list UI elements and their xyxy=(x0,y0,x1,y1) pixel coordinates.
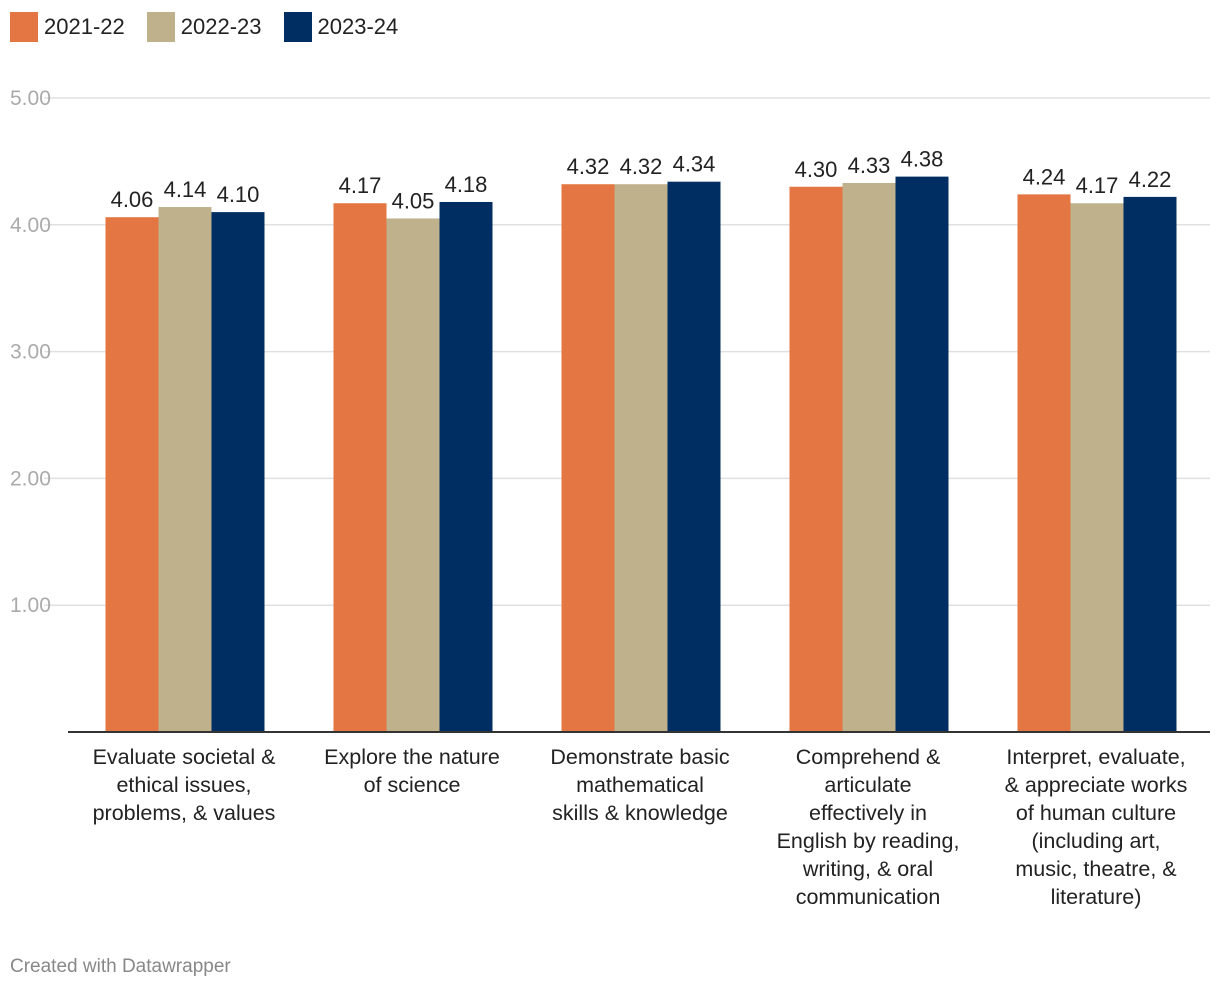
bar xyxy=(614,184,668,732)
bar xyxy=(1017,194,1071,733)
bar xyxy=(789,186,843,732)
data-label: 4.17 xyxy=(1076,173,1119,198)
legend-label-2023-24: 2023-24 xyxy=(317,14,399,39)
bar xyxy=(386,218,440,732)
data-label: 4.34 xyxy=(673,152,716,177)
data-label: 4.24 xyxy=(1023,164,1066,189)
x-tick-label: Comprehend & articulate effectively in Engl… xyxy=(777,745,960,909)
y-tick-label: 5.00 xyxy=(10,87,51,110)
legend-item-2022-23[interactable]: 2022-23 xyxy=(146,12,262,42)
x-tick-label: Explore the nature of science xyxy=(324,745,500,797)
legend-item-2021-22[interactable]: 2021-22 xyxy=(10,12,125,42)
y-tick-label: 3.00 xyxy=(10,341,51,364)
data-label: 4.06 xyxy=(111,187,154,212)
bar xyxy=(1070,203,1124,732)
bar xyxy=(105,217,159,732)
bar xyxy=(439,201,493,732)
bar xyxy=(561,184,615,732)
y-tick-label: 1.00 xyxy=(10,594,51,617)
legend-label-2022-23: 2022-23 xyxy=(180,14,262,39)
data-label: 4.10 xyxy=(217,182,260,207)
bar xyxy=(842,182,896,732)
x-tick-label: Demonstrate basic mathematical skills & kn… xyxy=(550,745,729,825)
data-label: 4.38 xyxy=(901,147,944,172)
legend-item-2023-24[interactable]: 2023-24 xyxy=(283,12,399,42)
footer-credit: Created with Datawrapper xyxy=(10,956,231,977)
data-label: 4.30 xyxy=(795,157,838,182)
legend-swatch-2021-22 xyxy=(10,12,38,42)
data-label: 4.18 xyxy=(445,172,488,197)
x-tick-label: Interpret, evaluate, & appreciate works of… xyxy=(1005,745,1188,909)
data-label: 4.32 xyxy=(567,154,610,179)
x-tick-label: Evaluate societal & ethical issues, proble… xyxy=(93,745,276,825)
legend-label-2021-22: 2021-22 xyxy=(44,14,125,39)
bar xyxy=(158,207,212,733)
data-label: 4.32 xyxy=(620,154,663,179)
y-tick-label: 4.00 xyxy=(10,214,51,237)
data-label: 4.22 xyxy=(1129,167,1172,192)
legend-swatch-2022-23 xyxy=(146,12,175,42)
data-label: 4.14 xyxy=(164,177,207,202)
data-label: 4.17 xyxy=(339,173,382,198)
data-label: 4.05 xyxy=(392,188,435,213)
bar xyxy=(667,181,721,733)
bar xyxy=(1123,196,1177,733)
bar xyxy=(895,176,949,733)
data-label: 4.33 xyxy=(848,153,891,178)
legend-swatch-2023-24 xyxy=(283,12,312,42)
bar xyxy=(211,212,265,732)
y-tick-label: 2.00 xyxy=(10,467,51,490)
legend: 2021-22 2022-23 2023-24 xyxy=(10,12,398,42)
bar xyxy=(333,203,387,732)
